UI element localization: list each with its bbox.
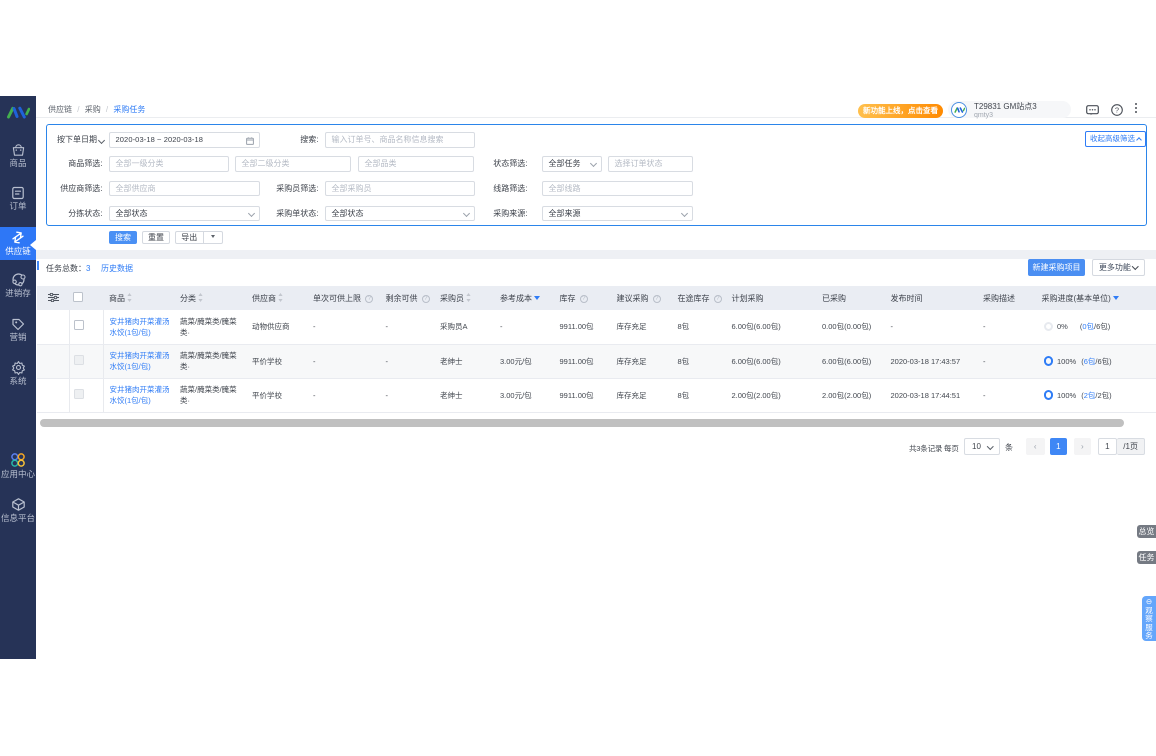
svg-text:?: ? xyxy=(1115,105,1119,114)
